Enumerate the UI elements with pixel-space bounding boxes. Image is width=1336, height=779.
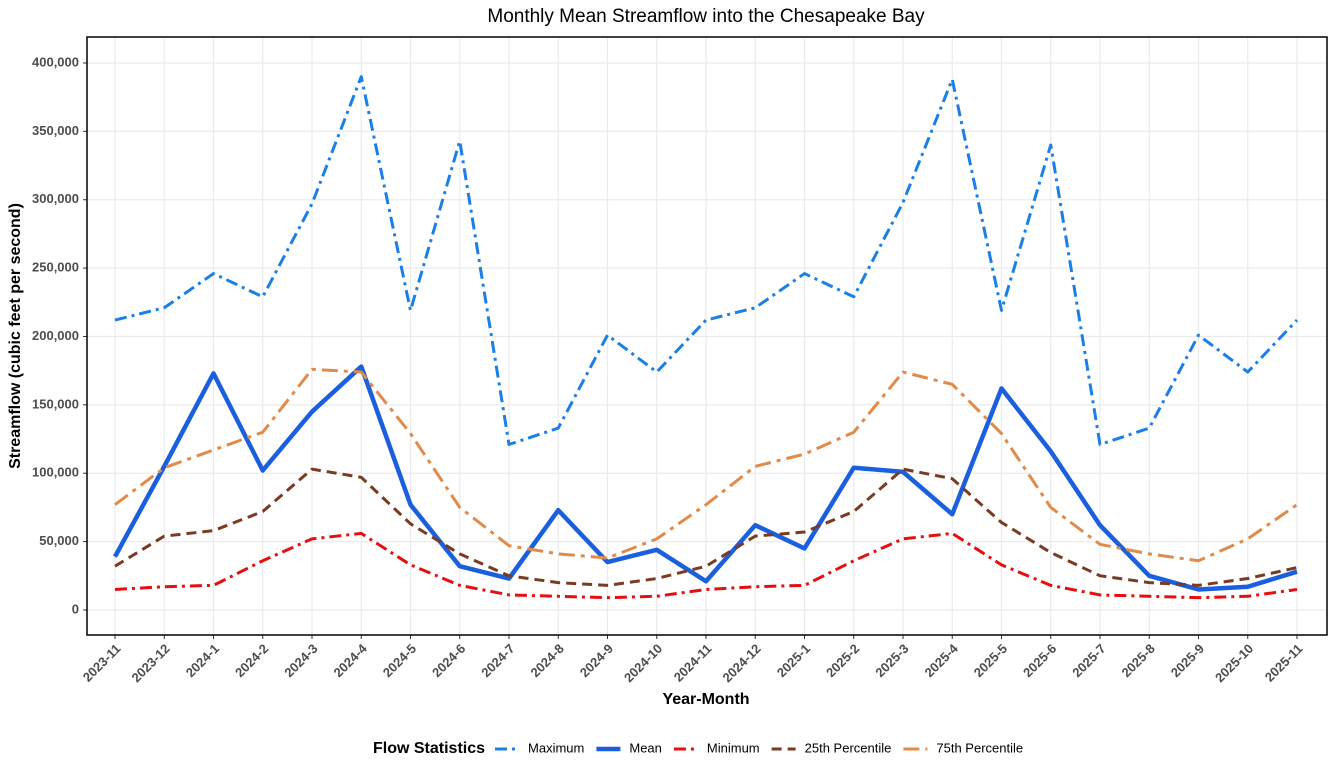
x-tick-label: 2024-11 bbox=[671, 641, 715, 685]
y-tick-label: 50,000 bbox=[39, 533, 79, 548]
y-tick-label: 100,000 bbox=[32, 465, 79, 480]
legend-label: Mean bbox=[629, 740, 662, 755]
x-tick-label: 2025-9 bbox=[1168, 641, 1207, 680]
x-tick-label: 2025-10 bbox=[1212, 641, 1256, 685]
series-line bbox=[114, 75, 1299, 447]
y-tick-label: 0 bbox=[72, 601, 79, 616]
series-line bbox=[114, 467, 1298, 587]
x-tick-label: 2024-8 bbox=[528, 641, 567, 680]
x-tick-label: 2024-5 bbox=[380, 641, 419, 680]
x-tick-label: 2024-12 bbox=[719, 641, 763, 685]
x-tick-label: 2024-1 bbox=[183, 641, 222, 680]
x-tick-label: 2024-2 bbox=[232, 641, 271, 680]
legend-label: 25th Percentile bbox=[805, 740, 892, 755]
y-tick-label: 300,000 bbox=[32, 191, 79, 206]
x-axis-title: Year-Month bbox=[662, 691, 749, 708]
y-tick-label: 200,000 bbox=[32, 328, 79, 343]
x-tick-label: 2025-8 bbox=[1119, 641, 1158, 680]
x-tick-label: 2023-11 bbox=[80, 641, 124, 685]
chart-title: Monthly Mean Streamflow into the Chesape… bbox=[487, 6, 925, 27]
x-tick-label: 2025-3 bbox=[872, 641, 911, 680]
x-tick-label: 2024-6 bbox=[429, 641, 468, 680]
y-tick-label: 350,000 bbox=[32, 123, 79, 138]
x-tick-label: 2023-12 bbox=[128, 641, 172, 685]
x-tick-label: 2025-6 bbox=[1020, 641, 1059, 680]
legend-label: Minimum bbox=[707, 740, 760, 755]
y-axis-title: Streamflow (cubic feet per second) bbox=[7, 203, 24, 469]
y-tick-label: 150,000 bbox=[32, 396, 79, 411]
plot-border bbox=[86, 36, 1328, 636]
x-tick-label: 2024-4 bbox=[331, 640, 371, 680]
x-tick-label: 2025-2 bbox=[823, 641, 862, 680]
x-tick-label: 2025-4 bbox=[922, 640, 962, 680]
x-tick-label: 2025-11 bbox=[1262, 641, 1306, 685]
legend-label: Maximum bbox=[528, 740, 584, 755]
x-tick-label: 2024-10 bbox=[621, 641, 665, 685]
x-tick-label: 2024-9 bbox=[577, 641, 616, 680]
series-line bbox=[114, 531, 1298, 600]
series-line bbox=[113, 364, 1298, 592]
x-tick-label: 2024-3 bbox=[281, 641, 320, 680]
series-line bbox=[114, 367, 1298, 563]
legend-title: Flow Statistics bbox=[373, 740, 485, 757]
x-tick-label: 2025-7 bbox=[1069, 641, 1108, 680]
y-tick-label: 400,000 bbox=[32, 54, 79, 69]
y-tick-label: 250,000 bbox=[32, 260, 79, 275]
x-tick-label: 2025-1 bbox=[774, 641, 813, 680]
x-tick-label: 2024-7 bbox=[478, 641, 517, 680]
x-tick-label: 2025-5 bbox=[971, 641, 1010, 680]
legend-label: 75th Percentile bbox=[936, 740, 1023, 755]
